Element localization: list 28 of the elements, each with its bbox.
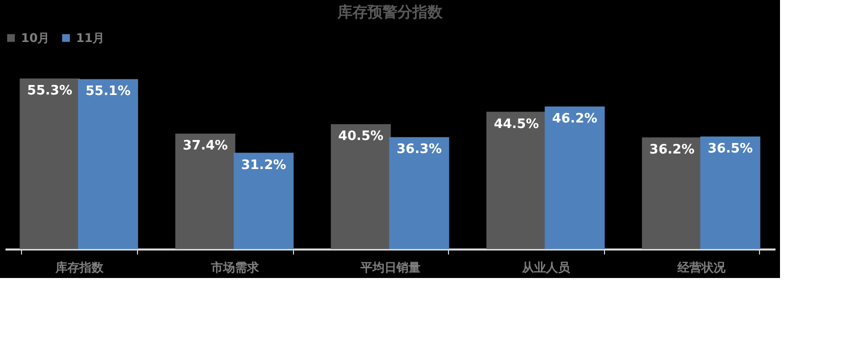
data-label: 36.3% xyxy=(396,142,442,158)
bar xyxy=(175,134,236,249)
data-label: 55.1% xyxy=(86,84,131,100)
data-label: 31.2% xyxy=(241,158,286,173)
data-label: 55.3% xyxy=(27,83,72,98)
data-label: 36.5% xyxy=(708,141,753,156)
bar xyxy=(486,112,546,249)
legend-label: 11月 xyxy=(76,31,105,45)
bar xyxy=(642,137,702,249)
x-tick-label: 平均日销量 xyxy=(360,260,420,274)
data-label: 40.5% xyxy=(338,129,384,144)
bar xyxy=(544,106,605,249)
x-tick-label: 经营状况 xyxy=(676,260,727,274)
bar xyxy=(700,136,760,249)
x-tick-label: 从业人员 xyxy=(521,260,572,274)
legend-label: 10月 xyxy=(21,31,50,45)
bar xyxy=(389,137,450,249)
bar xyxy=(20,78,80,249)
data-label: 36.2% xyxy=(649,142,694,158)
data-label: 46.2% xyxy=(552,112,598,127)
data-label: 44.5% xyxy=(494,116,539,132)
chart-title: 库存预警分指数 xyxy=(336,3,444,21)
bar xyxy=(234,152,294,249)
x-tick-label: 库存指数 xyxy=(54,260,104,274)
bar xyxy=(330,124,391,249)
bar xyxy=(78,79,138,249)
data-label: 37.4% xyxy=(182,138,228,154)
x-tick-label: 市场需求 xyxy=(210,260,260,274)
